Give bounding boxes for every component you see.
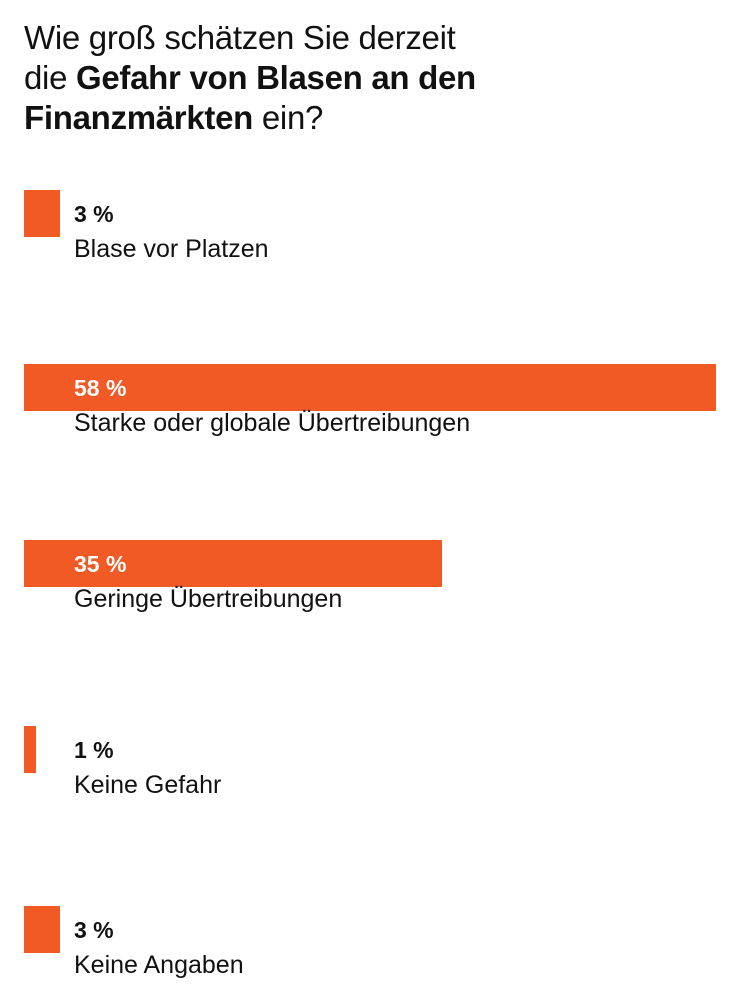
title-line-3-end: ein?	[253, 99, 324, 136]
bar	[24, 726, 36, 773]
chart-title: Wie groß schätzen Sie derzeit die Gefahr…	[24, 18, 724, 138]
category-label: Keine Angaben	[74, 951, 244, 979]
value-label: 3 %	[74, 201, 114, 227]
title-bold-1: Gefahr von Blasen an den	[76, 59, 476, 96]
bar	[24, 540, 442, 587]
category-label: Starke oder globale Übertreibungen	[74, 409, 471, 437]
value-label: 35 %	[74, 551, 127, 577]
title-line-1: Wie groß schätzen Sie derzeit	[24, 19, 456, 56]
bar	[24, 190, 60, 237]
value-label: 58 %	[74, 375, 127, 401]
value-label: 3 %	[74, 917, 114, 943]
bar	[24, 364, 716, 411]
category-label: Keine Gefahr	[74, 771, 222, 799]
value-label: 1 %	[74, 737, 114, 763]
bar	[24, 906, 60, 953]
title-line-2-start: die	[24, 59, 77, 96]
category-label: Geringe Übertreibungen	[74, 585, 343, 613]
category-label: Blase vor Platzen	[74, 235, 269, 263]
title-bold-2: Finanzmärkten	[24, 99, 253, 136]
